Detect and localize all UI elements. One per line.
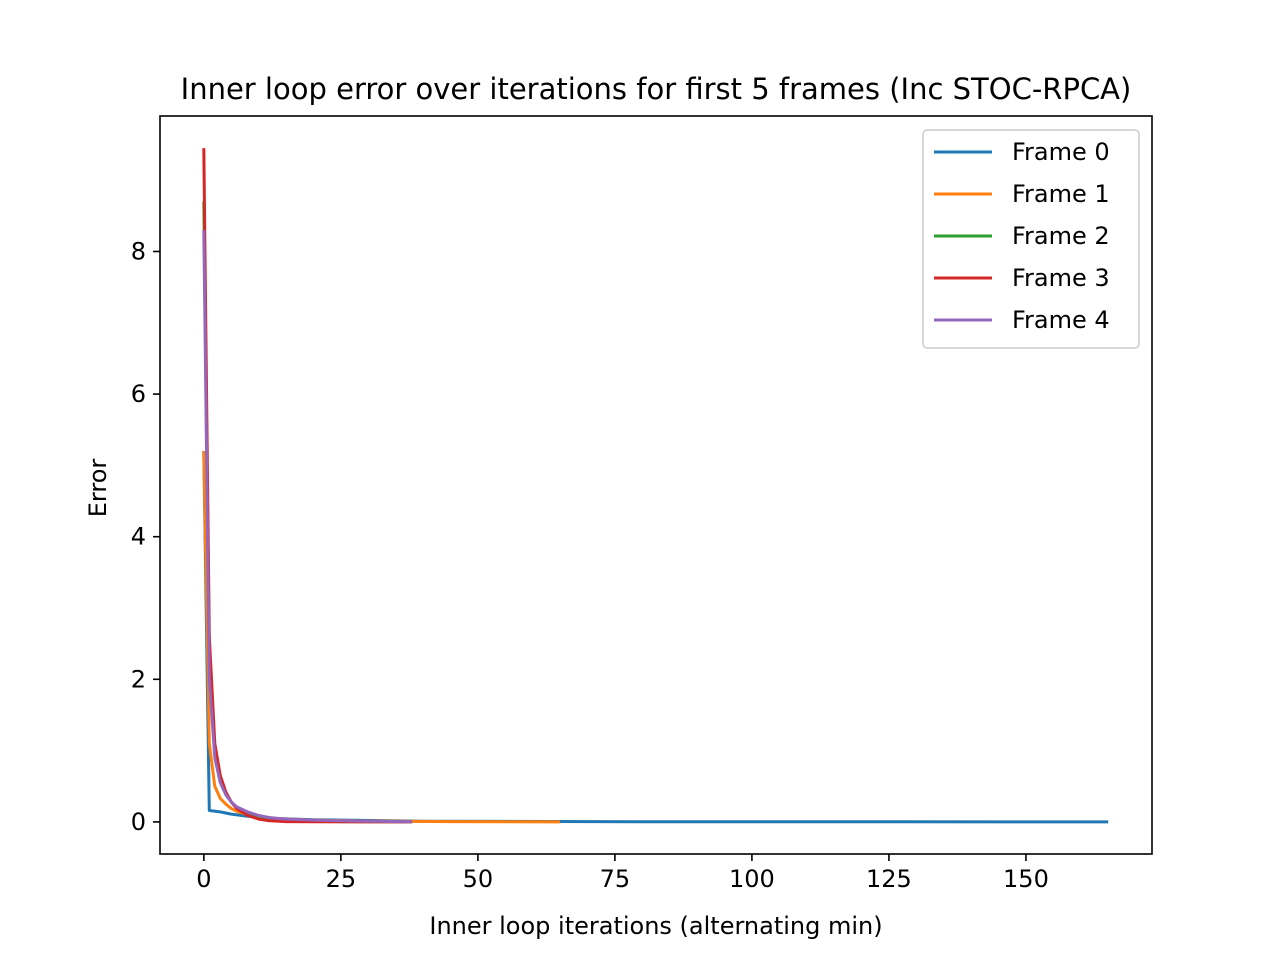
y-tick-label: 8	[131, 237, 146, 265]
plot-area	[202, 148, 1109, 824]
y-tick-label: 6	[131, 380, 146, 408]
plot-frame	[159, 115, 1153, 855]
legend-label: Frame 4	[1012, 306, 1110, 334]
y-tick-label: 0	[131, 808, 146, 836]
legend-label: Frame 3	[1012, 264, 1110, 292]
y-tick-label: 4	[131, 523, 146, 551]
x-axis-label: Inner loop iterations (alternating min)	[429, 912, 882, 940]
legend-box	[922, 129, 1140, 349]
y-axis-label: Error	[84, 459, 112, 518]
x-tick-label: 100	[729, 865, 775, 893]
y-tick-label: 2	[131, 665, 146, 693]
x-tick-label: 50	[463, 865, 494, 893]
x-tick-label: 0	[196, 865, 211, 893]
axes: 0 25 50 75 100 125 150 0 2 4 6 8	[131, 237, 1049, 893]
x-tick-label: 75	[600, 865, 631, 893]
x-tick-label: 150	[1003, 865, 1049, 893]
chart-title: Inner loop error over iterations for fir…	[181, 72, 1132, 106]
legend-label: Frame 2	[1012, 222, 1110, 250]
x-tick-label: 25	[326, 865, 357, 893]
legend-label: Frame 0	[1012, 138, 1110, 166]
series-line-frame-4	[202, 230, 413, 824]
legend: Frame 0 Frame 1 Frame 2 Frame 3 Frame 4	[922, 129, 1140, 349]
series-line-frame-3	[202, 148, 413, 824]
legend-label: Frame 1	[1012, 180, 1110, 208]
x-tick-label: 125	[866, 865, 912, 893]
